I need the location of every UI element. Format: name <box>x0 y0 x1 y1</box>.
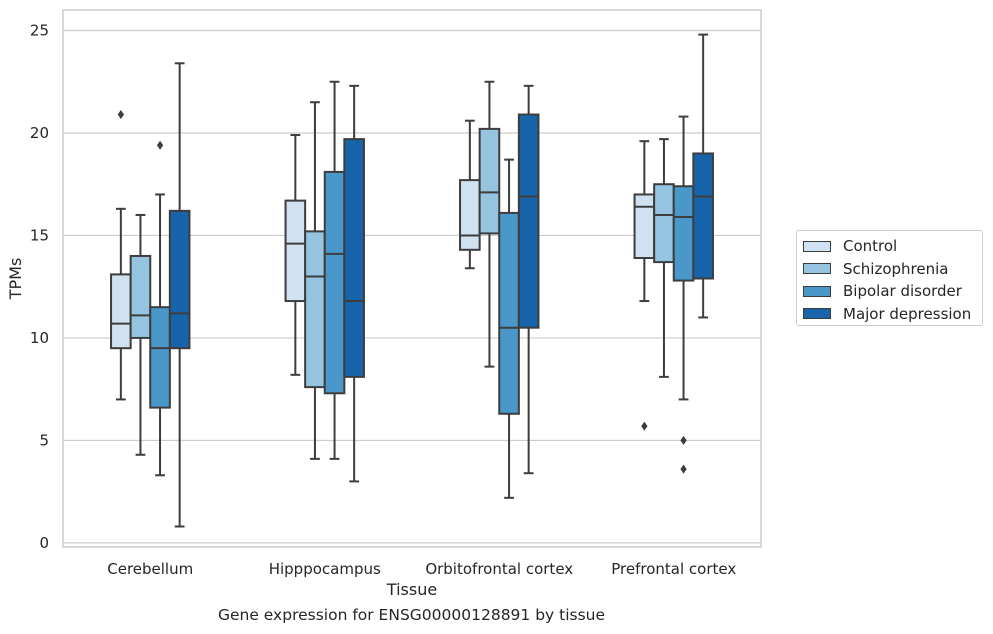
outlier-point <box>680 464 687 474</box>
legend-label-major-depression: Major depression <box>843 304 972 323</box>
box <box>284 199 307 303</box>
box <box>517 113 540 329</box>
box <box>323 170 346 395</box>
y-tick-label: 15 <box>30 226 49 244</box>
legend: Control Schizophrenia Bipolar disorder M… <box>796 230 983 326</box>
legend-swatch-major-depression <box>803 308 831 320</box>
legend-swatch-bipolar-disorder <box>803 285 831 297</box>
legend-label-control: Control <box>843 237 898 256</box>
y-axis-label: TPMs <box>6 258 25 301</box>
legend-item-bipolar-disorder: Bipolar disorder <box>803 280 982 303</box>
x-tick-label: Prefrontal cortex <box>611 560 736 578</box>
box <box>478 127 501 235</box>
outlier-point <box>156 140 164 150</box>
box <box>633 193 656 260</box>
y-tick-label: 10 <box>30 329 49 347</box>
box <box>672 185 695 282</box>
y-tick-label: 0 <box>39 534 49 552</box>
y-tick-label: 5 <box>39 431 49 449</box>
box <box>459 179 481 251</box>
box <box>653 183 675 264</box>
legend-item-schizophrenia: Schizophrenia <box>803 258 982 281</box>
legend-label-bipolar-disorder: Bipolar disorder <box>843 282 962 301</box>
box <box>343 138 365 378</box>
box <box>149 306 171 409</box>
box <box>692 152 714 280</box>
legend-swatch-schizophrenia <box>803 263 831 275</box>
legend-item-major-depression: Major depression <box>803 303 982 326</box>
legend-label-schizophrenia: Schizophrenia <box>843 259 949 278</box>
y-tick-label: 20 <box>30 124 49 142</box>
box <box>110 273 132 350</box>
box <box>129 254 152 339</box>
outlier-point <box>641 421 648 431</box>
legend-swatch-control <box>803 240 831 252</box>
outlier-point <box>680 435 687 445</box>
box <box>168 209 191 350</box>
outlier-point <box>117 110 124 120</box>
plot-frame <box>62 9 762 548</box>
x-tick-label: Hipppocampus <box>269 560 381 578</box>
y-tick-label: 25 <box>30 21 49 39</box>
legend-item-control: Control <box>803 235 982 258</box>
box <box>498 211 520 415</box>
x-axis-label: Tissue <box>386 580 437 599</box>
x-tick-label: Orbitofrontal cortex <box>425 560 573 578</box>
figure-caption: Gene expression for ENSG00000128891 by t… <box>217 606 606 624</box>
x-tick-label: Cerebellum <box>107 560 193 578</box>
box <box>304 230 326 389</box>
